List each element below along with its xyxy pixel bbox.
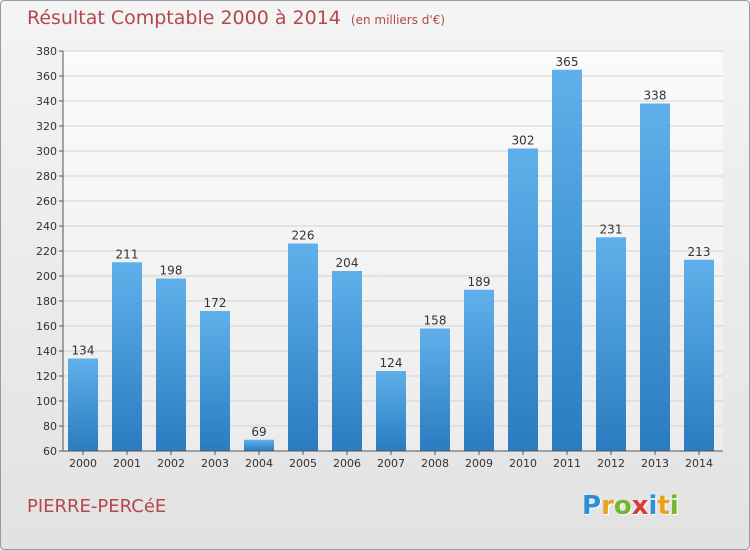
chart-title-text: Résultat Comptable 2000 à 2014: [27, 7, 341, 29]
bar-value-label: 204: [336, 256, 359, 270]
y-tick-label: 220: [36, 245, 57, 258]
x-tick-label: 2000: [69, 457, 97, 470]
y-tick-label: 180: [36, 295, 57, 308]
logo-letter: i: [648, 491, 658, 521]
bar-value-label: 158: [424, 314, 447, 328]
bar-2005: [288, 243, 318, 451]
bar-value-label: 302: [512, 134, 535, 148]
bar-value-label: 211: [116, 247, 139, 261]
bar-2008: [420, 328, 450, 451]
bar-value-label: 231: [600, 222, 623, 236]
logo-letter: o: [613, 491, 632, 521]
bar-value-label: 365: [556, 55, 579, 69]
x-tick-label: 2001: [113, 457, 141, 470]
bar-value-label: 134: [72, 344, 95, 358]
x-tick-label: 2004: [245, 457, 273, 470]
x-tick-label: 2014: [685, 457, 713, 470]
x-tick-label: 2002: [157, 457, 185, 470]
y-tick-label: 160: [36, 320, 57, 333]
bar-2010: [508, 148, 538, 451]
y-tick-label: 380: [36, 45, 57, 58]
x-tick-label: 2012: [597, 457, 625, 470]
bar-value-label: 338: [644, 89, 667, 103]
bar-2004: [244, 439, 274, 451]
y-axis: 60 80 100 120 140 160 180 200 220 240 260 280 300 320…: [36, 45, 64, 458]
bar-2014: [684, 259, 714, 451]
commune-name: PIERRE-PERCéE: [27, 496, 167, 517]
y-tick-label: 260: [36, 195, 57, 208]
y-tick-label: 300: [36, 145, 57, 158]
x-tick-label: 2007: [377, 457, 405, 470]
y-tick-label: 340: [36, 95, 57, 108]
bar-2012: [596, 237, 626, 451]
logo-letter: x: [631, 491, 649, 521]
bars: 134 211 198 172 69 226 204 124 158 189 302 365 231 33…: [68, 55, 714, 451]
bar-2003: [200, 311, 230, 451]
y-tick-label: 140: [36, 345, 57, 358]
y-tick-label: 80: [43, 420, 57, 433]
logo-letter: t: [657, 491, 670, 521]
y-tick-label: 280: [36, 170, 57, 183]
bar-2002: [156, 278, 186, 451]
logo-letter: i: [669, 491, 679, 521]
x-tick-label: 2005: [289, 457, 317, 470]
bar-value-label: 226: [292, 229, 315, 243]
logo-letter: P: [582, 491, 602, 521]
chart-subtitle: (en milliers d'€): [350, 13, 446, 27]
x-tick-label: 2008: [421, 457, 449, 470]
y-tick-label: 240: [36, 220, 57, 233]
chart-title: Résultat Comptable 2000 à 2014 (en millie…: [27, 7, 445, 29]
y-tick-label: 100: [36, 395, 57, 408]
y-tick-label: 360: [36, 70, 57, 83]
x-tick-label: 2003: [201, 457, 229, 470]
bar-2000: [68, 358, 98, 451]
bar-value-label: 69: [251, 425, 266, 439]
y-tick-label: 320: [36, 120, 57, 133]
x-tick-label: 2006: [333, 457, 361, 470]
x-tick-label: 2009: [465, 457, 493, 470]
x-tick-label: 2011: [553, 457, 581, 470]
y-tick-label: 200: [36, 270, 57, 283]
bar-2009: [464, 289, 494, 451]
bar-2013: [640, 103, 670, 451]
bar-2007: [376, 371, 406, 451]
logo-letter: r: [601, 491, 614, 521]
y-tick-label: 60: [43, 445, 57, 458]
x-tick-label: 2013: [641, 457, 669, 470]
y-tick-label: 120: [36, 370, 57, 383]
x-axis: 2000 2001 2002 2003 2004 2005 2006 2007 2008 2009…: [63, 450, 723, 470]
proxiti-logo[interactable]: Proxiti: [582, 491, 679, 521]
bar-value-label: 213: [688, 245, 711, 259]
bar-value-label: 124: [380, 356, 403, 370]
bar-2011: [552, 69, 582, 451]
bar-value-label: 189: [468, 275, 491, 289]
bar-value-label: 172: [204, 296, 227, 310]
bar-2006: [332, 271, 362, 451]
bar-2001: [112, 262, 142, 451]
x-tick-label: 2010: [509, 457, 537, 470]
bar-value-label: 198: [160, 264, 183, 278]
